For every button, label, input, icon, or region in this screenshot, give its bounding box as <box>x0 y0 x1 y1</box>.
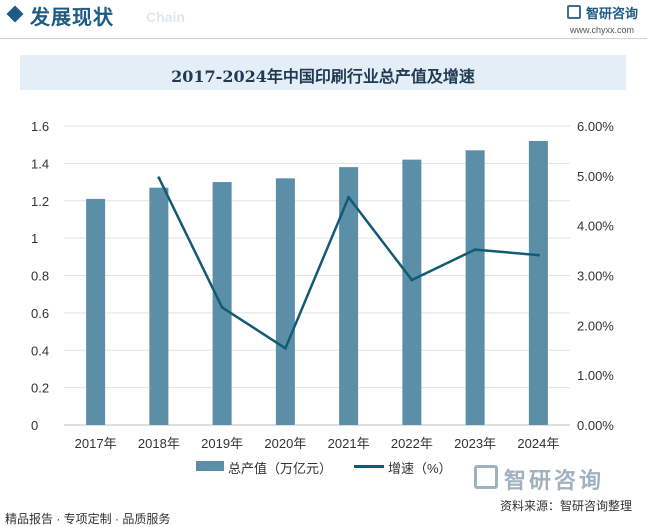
growth-point <box>410 278 414 282</box>
brand-url: www.chyxx.com <box>570 25 635 35</box>
header: 发展现状 Chain 智研咨询 www.chyxx.com <box>0 0 647 36</box>
y-right-tick-label: 6.00% <box>577 119 614 134</box>
chart-legend: 总产值（万亿元） 增速（%） <box>0 457 647 477</box>
source-note: 资料来源：智研咨询整理 <box>500 499 633 513</box>
y-right-tick-label: 4.00% <box>577 219 614 234</box>
bar <box>528 140 548 425</box>
chart-title: 2017-2024年中国印刷行业总产值及增速 <box>171 67 475 86</box>
y-left-tick-label: 0.2 <box>31 381 49 396</box>
legend-bar-swatch <box>196 461 224 471</box>
brand-top: 智研咨询 www.chyxx.com <box>567 3 647 37</box>
footer-tagline: 精品报告 · 专项定制 · 品质服务 <box>5 512 171 526</box>
growth-point <box>220 305 224 309</box>
growth-point <box>536 253 540 257</box>
bar <box>149 187 169 425</box>
y-right-tick-label: 1.00% <box>577 368 614 383</box>
x-tick-label: 2018年 <box>138 436 180 451</box>
bar <box>402 159 422 425</box>
brand-logo-icon <box>474 465 498 489</box>
legend-line-label: 增速（%） <box>388 461 452 476</box>
legend-bar-label: 总产值（万亿元） <box>228 461 333 476</box>
y-left-tick-label: 0.6 <box>31 306 49 321</box>
growth-point <box>283 346 287 350</box>
bar <box>212 182 232 425</box>
brand-name-large: 智研咨询 <box>504 468 605 493</box>
y-left-tick-label: 0.8 <box>31 269 49 284</box>
growth-point <box>347 195 351 199</box>
x-tick-label: 2022年 <box>391 436 433 451</box>
y-left-tick-label: 0 <box>31 418 38 433</box>
x-tick-label: 2019年 <box>201 436 243 451</box>
bar <box>465 150 485 425</box>
y-left-tick-label: 1 <box>31 231 38 246</box>
y-right-tick-label: 3.00% <box>577 269 614 284</box>
chart-title-bar: 2017-2024年中国印刷行业总产值及增速 <box>20 55 626 90</box>
page-subtitle: Chain <box>146 9 185 25</box>
brand-name: 智研咨询 <box>586 6 639 21</box>
x-tick-label: 2024年 <box>517 436 559 451</box>
y-right-tick-label: 5.00% <box>577 169 614 184</box>
y-left-tick-label: 0.4 <box>31 343 49 358</box>
x-tick-label: 2023年 <box>454 436 496 451</box>
y-left-tick-label: 1.2 <box>31 194 49 209</box>
legend-line-swatch <box>354 465 384 468</box>
y-left-tick-label: 1.4 <box>31 156 49 171</box>
y-right-tick-label: 0.00% <box>577 418 614 433</box>
y-left-tick-label: 1.6 <box>31 119 49 134</box>
bar <box>339 167 359 426</box>
x-tick-label: 2021年 <box>328 436 370 451</box>
bar <box>275 178 295 425</box>
y-right-tick-label: 2.00% <box>577 318 614 333</box>
x-tick-label: 2017年 <box>75 436 117 451</box>
growth-point <box>473 248 477 252</box>
bar <box>86 198 106 425</box>
growth-point <box>157 176 161 180</box>
header-divider <box>0 38 647 39</box>
brand-bottom: 智研咨询 <box>474 463 644 497</box>
page-title: 发展现状 <box>30 7 114 29</box>
brand-logo-icon <box>567 5 581 19</box>
x-tick-label: 2020年 <box>264 436 306 451</box>
